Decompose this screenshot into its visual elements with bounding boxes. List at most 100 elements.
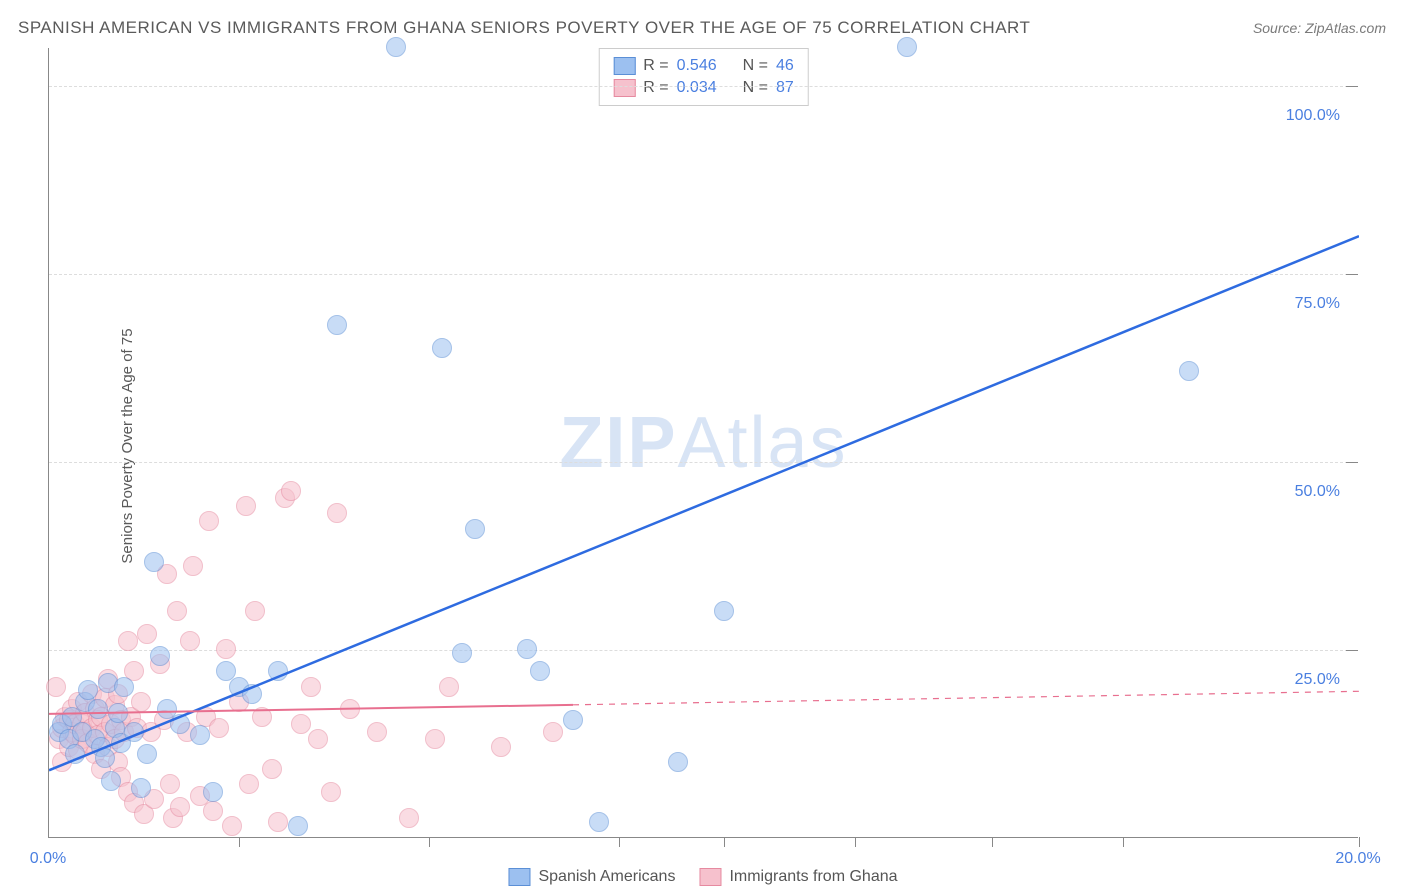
scatter-point-blue bbox=[124, 722, 144, 742]
scatter-point-pink bbox=[281, 481, 301, 501]
scatter-point-pink bbox=[216, 639, 236, 659]
scatter-point-pink bbox=[209, 718, 229, 738]
scatter-point-pink bbox=[367, 722, 387, 742]
ytick-label: 50.0% bbox=[1295, 483, 1340, 501]
legend-swatch-pink-icon bbox=[699, 868, 721, 886]
scatter-point-pink bbox=[183, 556, 203, 576]
scatter-point-blue bbox=[1179, 361, 1199, 381]
scatter-point-blue bbox=[190, 725, 210, 745]
plot-area: ZIPAtlas R = 0.546 N = 46 R = 0.034 N = … bbox=[48, 48, 1358, 838]
scatter-point-blue bbox=[78, 680, 98, 700]
scatter-point-pink bbox=[321, 782, 341, 802]
xtick-mark bbox=[619, 837, 620, 847]
scatter-point-pink bbox=[308, 729, 328, 749]
scatter-point-pink bbox=[301, 677, 321, 697]
scatter-point-pink bbox=[439, 677, 459, 697]
scatter-point-blue bbox=[114, 677, 134, 697]
xtick-mark bbox=[239, 837, 240, 847]
scatter-point-blue bbox=[170, 714, 190, 734]
scatter-point-pink bbox=[291, 714, 311, 734]
n-label: N = bbox=[743, 57, 768, 75]
legend-item-blue: Spanish Americans bbox=[508, 868, 675, 886]
scatter-point-pink bbox=[327, 503, 347, 523]
xtick-label: 20.0% bbox=[1335, 850, 1380, 868]
correlation-row-blue: R = 0.546 N = 46 bbox=[613, 55, 794, 77]
scatter-point-blue bbox=[589, 812, 609, 832]
r-value-pink: 0.034 bbox=[677, 79, 717, 97]
scatter-point-pink bbox=[425, 729, 445, 749]
scatter-point-blue bbox=[465, 519, 485, 539]
ytick-label: 25.0% bbox=[1295, 671, 1340, 689]
scatter-point-blue bbox=[668, 752, 688, 772]
scatter-point-blue bbox=[137, 744, 157, 764]
scatter-point-blue bbox=[530, 661, 550, 681]
scatter-point-blue bbox=[65, 744, 85, 764]
xtick-mark bbox=[724, 837, 725, 847]
gridline bbox=[49, 462, 1358, 463]
scatter-point-pink bbox=[399, 808, 419, 828]
xtick-mark bbox=[1359, 837, 1360, 847]
n-value-pink: 87 bbox=[776, 79, 794, 97]
scatter-point-blue bbox=[150, 646, 170, 666]
trend-lines bbox=[49, 48, 1359, 838]
scatter-point-pink bbox=[543, 722, 563, 742]
r-label: R = bbox=[643, 79, 668, 97]
scatter-point-pink bbox=[268, 812, 288, 832]
scatter-point-pink bbox=[245, 601, 265, 621]
scatter-point-blue bbox=[131, 778, 151, 798]
legend-swatch-blue-icon bbox=[508, 868, 530, 886]
ytick-mark bbox=[1346, 650, 1358, 651]
xtick-mark bbox=[1123, 837, 1124, 847]
legend-item-pink: Immigrants from Ghana bbox=[699, 868, 897, 886]
scatter-point-pink bbox=[180, 631, 200, 651]
gridline bbox=[49, 274, 1358, 275]
scatter-point-blue bbox=[897, 37, 917, 57]
scatter-point-blue bbox=[386, 37, 406, 57]
scatter-point-pink bbox=[46, 677, 66, 697]
xtick-mark bbox=[429, 837, 430, 847]
scatter-point-blue bbox=[144, 552, 164, 572]
scatter-point-blue bbox=[563, 710, 583, 730]
scatter-point-pink bbox=[203, 801, 223, 821]
scatter-point-pink bbox=[222, 816, 242, 836]
legend-label-blue: Spanish Americans bbox=[538, 868, 675, 886]
ytick-mark bbox=[1346, 274, 1358, 275]
n-label: N = bbox=[743, 79, 768, 97]
correlation-legend: R = 0.546 N = 46 R = 0.034 N = 87 bbox=[598, 48, 809, 106]
scatter-point-blue bbox=[432, 338, 452, 358]
scatter-point-pink bbox=[167, 601, 187, 621]
scatter-point-blue bbox=[714, 601, 734, 621]
scatter-point-pink bbox=[131, 692, 151, 712]
swatch-pink-icon bbox=[613, 79, 635, 97]
scatter-point-blue bbox=[88, 699, 108, 719]
scatter-point-pink bbox=[262, 759, 282, 779]
r-value-blue: 0.546 bbox=[677, 57, 717, 75]
ytick-label: 100.0% bbox=[1286, 107, 1340, 125]
ytick-mark bbox=[1346, 86, 1358, 87]
watermark-rest: Atlas bbox=[677, 403, 847, 483]
scatter-point-pink bbox=[239, 774, 259, 794]
legend-label-pink: Immigrants from Ghana bbox=[729, 868, 897, 886]
scatter-point-blue bbox=[108, 703, 128, 723]
n-value-blue: 46 bbox=[776, 57, 794, 75]
xtick-mark bbox=[855, 837, 856, 847]
r-label: R = bbox=[643, 57, 668, 75]
watermark-bold: ZIP bbox=[559, 403, 677, 483]
ytick-mark bbox=[1346, 462, 1358, 463]
xtick-mark bbox=[992, 837, 993, 847]
ytick-label: 75.0% bbox=[1295, 295, 1340, 313]
source-label: Source: ZipAtlas.com bbox=[1253, 20, 1386, 36]
scatter-point-pink bbox=[340, 699, 360, 719]
scatter-point-pink bbox=[160, 774, 180, 794]
xtick-label: 0.0% bbox=[30, 850, 66, 868]
scatter-point-blue bbox=[203, 782, 223, 802]
trendline-pink-dashed bbox=[573, 691, 1359, 705]
scatter-point-blue bbox=[452, 643, 472, 663]
gridline bbox=[49, 86, 1358, 87]
scatter-point-pink bbox=[170, 797, 190, 817]
scatter-point-pink bbox=[252, 707, 272, 727]
scatter-point-blue bbox=[95, 748, 115, 768]
scatter-point-blue bbox=[327, 315, 347, 335]
scatter-point-pink bbox=[236, 496, 256, 516]
scatter-point-blue bbox=[242, 684, 262, 704]
